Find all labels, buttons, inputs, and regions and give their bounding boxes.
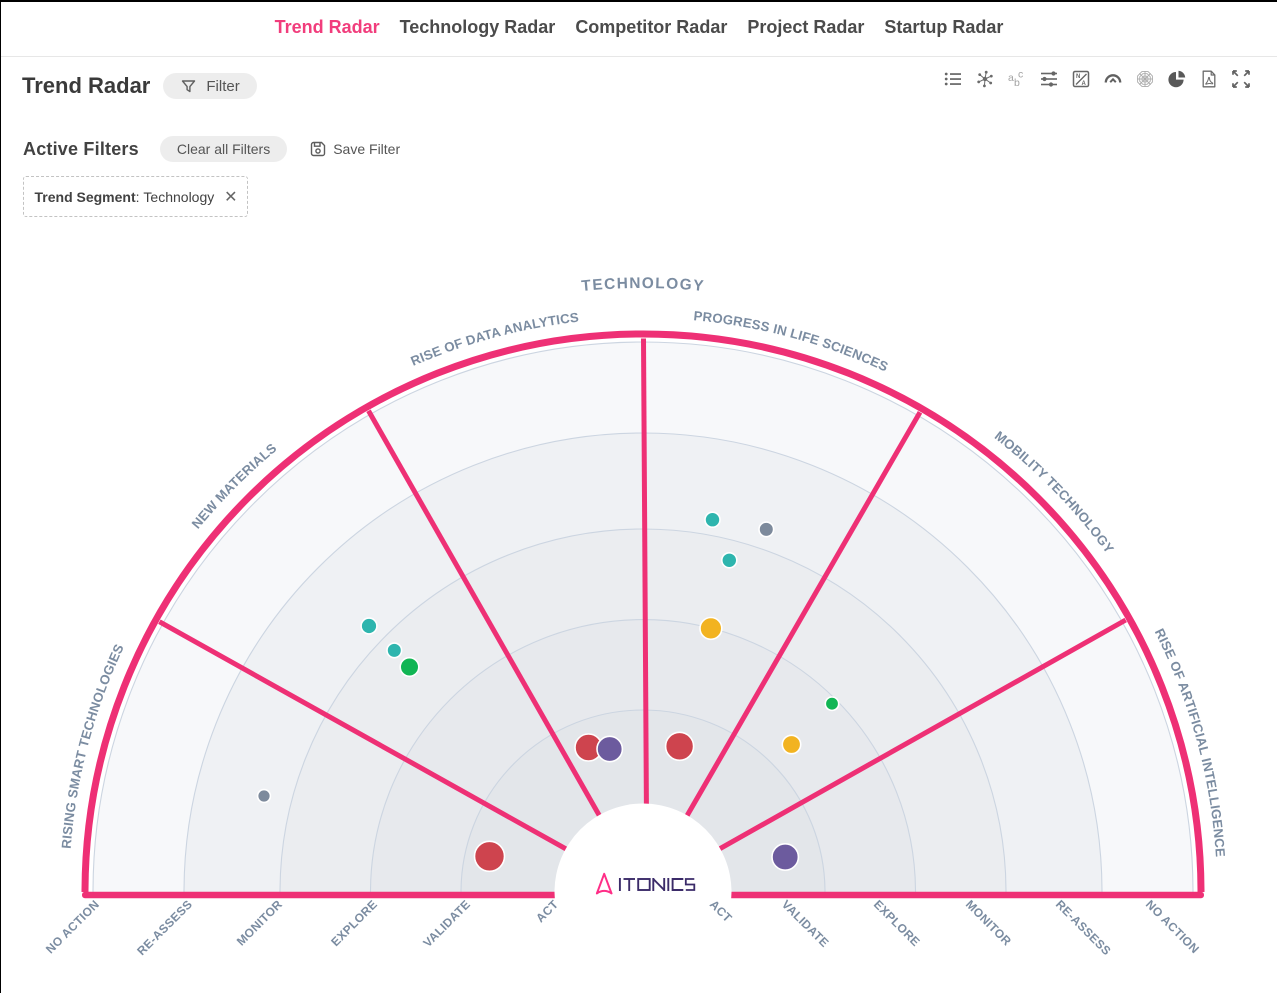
svg-text:TECHNOLOGY: TECHNOLOGY: [581, 275, 706, 295]
svg-text:c: c: [1018, 69, 1023, 81]
svg-text:EXPLORE: EXPLORE: [328, 897, 380, 949]
svg-text:MONITOR: MONITOR: [234, 897, 285, 948]
svg-text:NO ACTION: NO ACTION: [43, 897, 102, 956]
svg-text:N: N: [1076, 74, 1080, 80]
svg-text:MONITOR: MONITOR: [963, 897, 1014, 948]
svg-text:RE-ASSESS: RE-ASSESS: [1053, 897, 1114, 958]
svg-text:RE-ASSESS: RE-ASSESS: [134, 897, 195, 958]
svg-text:NO ACTION: NO ACTION: [1143, 897, 1202, 956]
svg-text:b: b: [1014, 77, 1020, 89]
svg-text:a: a: [1008, 72, 1014, 84]
svg-text:EXPLORE: EXPLORE: [871, 897, 923, 949]
svg-text:VALIDATE: VALIDATE: [420, 897, 473, 950]
svg-text:A: A: [1082, 81, 1087, 87]
svg-text:VALIDATE: VALIDATE: [779, 897, 832, 950]
